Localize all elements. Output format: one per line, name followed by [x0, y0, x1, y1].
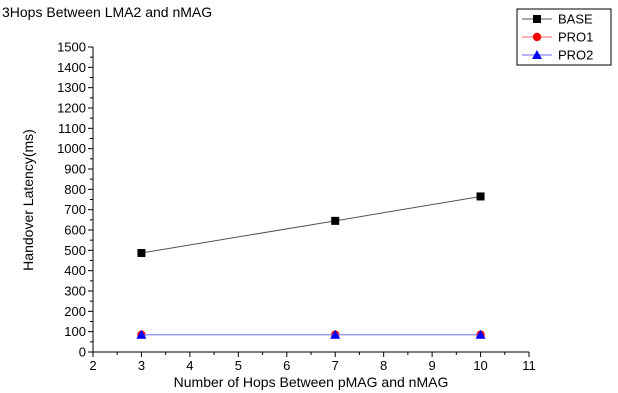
y-tick-label: 400	[64, 263, 86, 278]
x-tick-label: 8	[380, 358, 387, 373]
legend-marker-pro2	[532, 50, 542, 59]
legend: BASE PRO1 PRO2	[516, 8, 612, 66]
y-tick-label: 1100	[58, 121, 86, 136]
data-point-pro2	[475, 329, 486, 339]
x-tick-label: 10	[473, 358, 487, 373]
x-tick-label: 7	[332, 358, 339, 373]
y-tick-label: 600	[64, 223, 86, 238]
y-tick-label: 1500	[57, 40, 86, 55]
x-tick-label: 6	[283, 358, 290, 373]
legend-marker-pro1	[532, 32, 542, 42]
x-tick-label: 11	[522, 358, 536, 373]
legend-label-pro2: PRO2	[558, 48, 593, 63]
x-tick-label: 4	[186, 358, 193, 373]
y-tick-label: 700	[64, 202, 86, 217]
series-base	[137, 192, 485, 257]
data-point-base	[137, 248, 146, 257]
data-point-base	[331, 216, 340, 225]
y-tick-label: 300	[64, 284, 86, 299]
x-ticks: 2 3 4 5 6 7 8 9 10 11	[89, 352, 536, 373]
x-axis-label: Number of Hops Between pMAG and nMAG	[174, 374, 449, 390]
y-tick-label: 1300	[57, 80, 86, 95]
x-tick-label: 9	[428, 358, 435, 373]
y-tick-label: 0	[79, 345, 86, 360]
series-line-base	[141, 195, 481, 254]
y-tick-label: 800	[64, 182, 86, 197]
data-point-pro2	[136, 329, 147, 339]
y-ticks: 0 100 200 300 400 500 600 700 800 900 1000 1100 1200…	[57, 40, 93, 360]
x-tick-label: 2	[89, 358, 96, 373]
legend-label-pro1: PRO1	[558, 30, 593, 45]
y-tick-label: 500	[64, 243, 86, 258]
x-tick-label: 3	[138, 358, 145, 373]
data-point-pro2	[330, 329, 341, 339]
y-tick-label: 1000	[57, 141, 86, 156]
legend-marker-base	[533, 15, 541, 23]
series-pro2	[136, 329, 486, 339]
plot-series	[136, 192, 486, 339]
data-point-base	[476, 192, 485, 201]
y-tick-label: 200	[64, 304, 86, 319]
y-tick-label: 900	[64, 162, 86, 177]
y-tick-label: 1400	[57, 60, 86, 75]
x-tick-label: 5	[235, 358, 242, 373]
y-axis-label: Handover Latency(ms)	[20, 129, 36, 271]
y-tick-label: 1200	[57, 101, 86, 116]
legend-label-base: BASE	[558, 12, 593, 27]
y-tick-label: 100	[64, 324, 86, 339]
chart-title: 3Hops Between LMA2 and nMAG	[2, 4, 212, 20]
